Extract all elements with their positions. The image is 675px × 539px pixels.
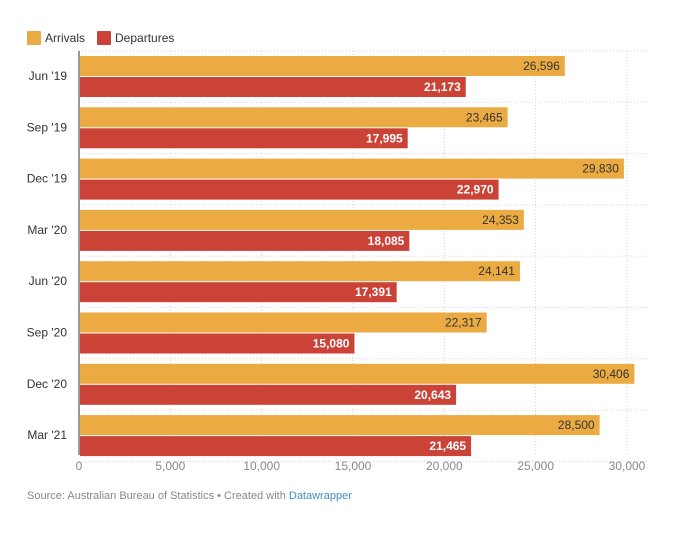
departures-value-label: 17,391 <box>355 285 392 299</box>
source-note: Source: Australian Bureau of Statistics … <box>27 490 289 502</box>
bar-chart: 0 5,000 10,000 15,000 20,000 25,000 30,000 Jun … <box>27 50 648 473</box>
category-label: Mar '20 <box>27 223 67 237</box>
departures-value-label: 17,995 <box>366 131 403 145</box>
category-label: Jun '20 <box>29 274 68 288</box>
arrivals-bar <box>80 158 624 179</box>
category-label: Sep '19 <box>27 120 68 134</box>
arrivals-value-label: 24,353 <box>482 213 519 227</box>
category-label: Dec '20 <box>27 377 68 391</box>
x-tick-label: 20,000 <box>426 459 463 473</box>
arrivals-bar <box>80 107 508 128</box>
departures-value-label: 21,465 <box>429 439 466 453</box>
x-tick-label: 5,000 <box>155 459 185 473</box>
arrivals-bar <box>80 261 520 282</box>
legend-swatch-departures <box>97 31 112 45</box>
departures-value-label: 22,970 <box>457 183 494 197</box>
x-tick-label: 15,000 <box>335 459 372 473</box>
legend-item-arrivals[interactable]: Arrivals <box>27 31 85 45</box>
x-tick-label: 25,000 <box>517 459 554 473</box>
departures-bar <box>80 230 410 251</box>
x-tick-label: 10,000 <box>243 459 280 473</box>
legend-label-arrivals: Arrivals <box>45 31 86 45</box>
category-label: Mar '21 <box>27 428 67 442</box>
departures-value-label: 15,080 <box>313 337 350 351</box>
departures-bar <box>80 77 466 97</box>
arrivals-value-label: 30,406 <box>593 367 630 381</box>
arrivals-bar <box>80 209 524 230</box>
departures-value-label: 20,643 <box>414 388 451 402</box>
arrivals-bar <box>80 312 487 333</box>
arrivals-value-label: 24,141 <box>478 264 515 278</box>
x-tick-label: 30,000 <box>609 459 646 473</box>
departures-bar <box>80 282 397 303</box>
x-tick-label: 0 <box>76 459 83 473</box>
category-label: Dec '19 <box>27 172 68 186</box>
departures-bar <box>80 333 355 354</box>
arrivals-bar <box>80 56 565 76</box>
arrivals-value-label: 23,465 <box>466 110 503 124</box>
arrivals-bar <box>80 363 635 384</box>
departures-bar <box>80 179 499 200</box>
legend-label-departures: Departures <box>115 31 175 45</box>
category-label: Jun '19 <box>29 69 68 83</box>
category-label: Sep '20 <box>27 326 68 340</box>
departures-value-label: 21,173 <box>424 80 461 94</box>
arrivals-value-label: 26,596 <box>523 59 560 73</box>
datawrapper-link[interactable]: Datawrapper <box>288 490 352 502</box>
legend-item-departures[interactable]: Departures <box>97 31 174 45</box>
arrivals-value-label: 22,317 <box>445 316 482 330</box>
departures-bar <box>80 436 472 457</box>
departures-bar <box>80 128 408 149</box>
arrivals-bar <box>80 415 600 436</box>
departures-bar <box>80 384 457 405</box>
arrivals-value-label: 28,500 <box>558 418 595 432</box>
chart-footer: Source: Australian Bureau of Statistics … <box>27 490 352 502</box>
departures-value-label: 18,085 <box>368 234 405 248</box>
arrivals-value-label: 29,830 <box>582 162 619 176</box>
legend-swatch-arrivals <box>27 31 41 45</box>
chart-legend: Arrivals Departures <box>27 31 186 45</box>
